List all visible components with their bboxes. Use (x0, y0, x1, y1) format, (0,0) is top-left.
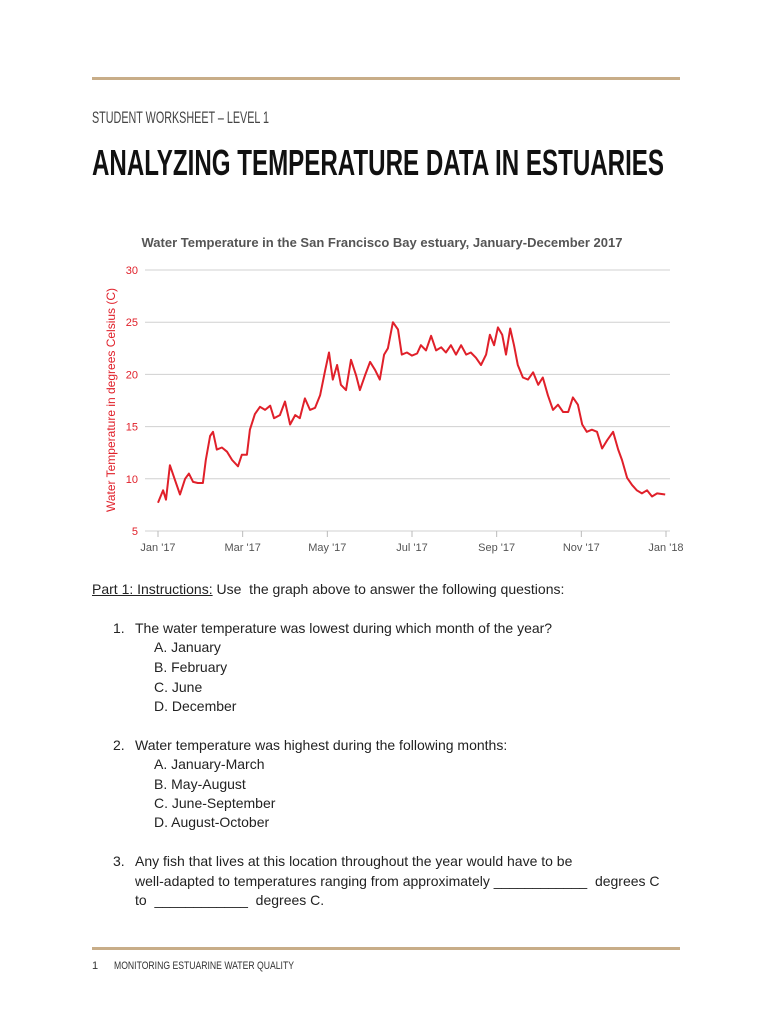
option: C. June-September (154, 795, 276, 811)
question-text: well-adapted to temperatures ranging fro… (135, 873, 660, 889)
instructions-text: Use the graph above to answer the follow… (212, 581, 565, 597)
y-tick-label: 25 (126, 317, 138, 329)
y-tick-label: 30 (126, 265, 138, 277)
option: D. August-October (154, 814, 270, 830)
y-tick-label: 20 (126, 369, 138, 381)
option: D. December (154, 698, 237, 714)
y-axis-label: Water Temperature in degrees Celsius (C) (104, 288, 118, 512)
x-tick-label: Jul '17 (396, 542, 427, 554)
option: C. June (154, 679, 203, 695)
x-tick-label: May '17 (308, 542, 346, 554)
x-tick-label: Nov '17 (563, 542, 600, 554)
top-rule (92, 77, 680, 80)
instructions-label: Part 1: Instructions: (92, 581, 213, 597)
question-number: 1. (113, 620, 125, 636)
question-number: 2. (113, 737, 125, 753)
y-tick-label: 15 (126, 422, 138, 434)
x-tick-label: Jan '17 (140, 542, 175, 554)
footer-text: MONITORING ESTUARINE WATER QUALITY (114, 960, 295, 972)
question-text: to ____________ degrees C. (135, 892, 325, 908)
question-text: Water temperature was highest during the… (135, 737, 508, 753)
y-tick-label: 5 (132, 526, 138, 538)
x-tick-label: Mar '17 (224, 542, 260, 554)
x-tick-label: Sep '17 (478, 542, 515, 554)
worksheet-subtitle: STUDENT WORKSHEET – LEVEL 1 (92, 108, 269, 127)
worksheet-title: ANALYZING TEMPERATURE DATA IN ESTUARIES (92, 142, 664, 183)
option: B. May-August (154, 776, 246, 792)
page-number: 1 (92, 960, 98, 972)
x-tick-label: Jan '18 (648, 542, 683, 554)
option: A. January (154, 639, 221, 655)
instructions: Part 1: Instructions: Use the graph abov… (92, 580, 564, 598)
chart-title: Water Temperature in the San Francisco B… (142, 235, 623, 250)
bottom-rule (92, 947, 680, 950)
temperature-line (157, 321, 666, 504)
question-text: The water temperature was lowest during … (135, 620, 553, 636)
option: B. February (154, 659, 228, 675)
y-tick-label: 10 (126, 474, 138, 486)
question-text: Any fish that lives at this location thr… (135, 853, 573, 869)
question-number: 3. (113, 853, 125, 869)
option: A. January-March (154, 756, 265, 772)
